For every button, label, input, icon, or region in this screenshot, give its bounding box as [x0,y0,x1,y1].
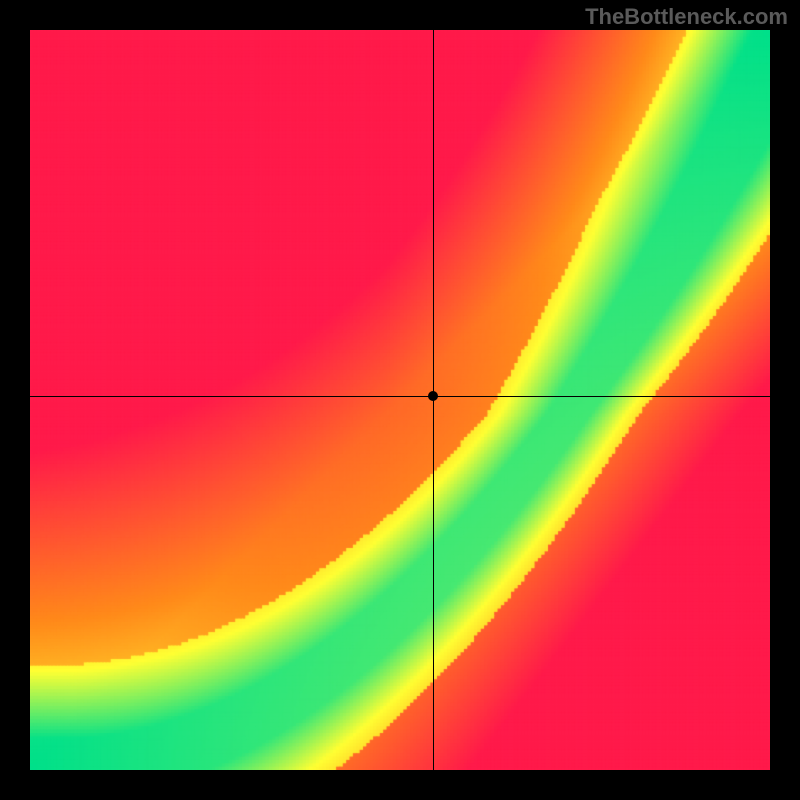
heatmap-canvas [30,30,770,770]
data-point-marker [428,391,438,401]
figure-container: TheBottleneck.com [0,0,800,800]
plot-area [30,30,770,770]
watermark-text: TheBottleneck.com [585,4,788,30]
crosshair-horizontal [30,396,770,397]
